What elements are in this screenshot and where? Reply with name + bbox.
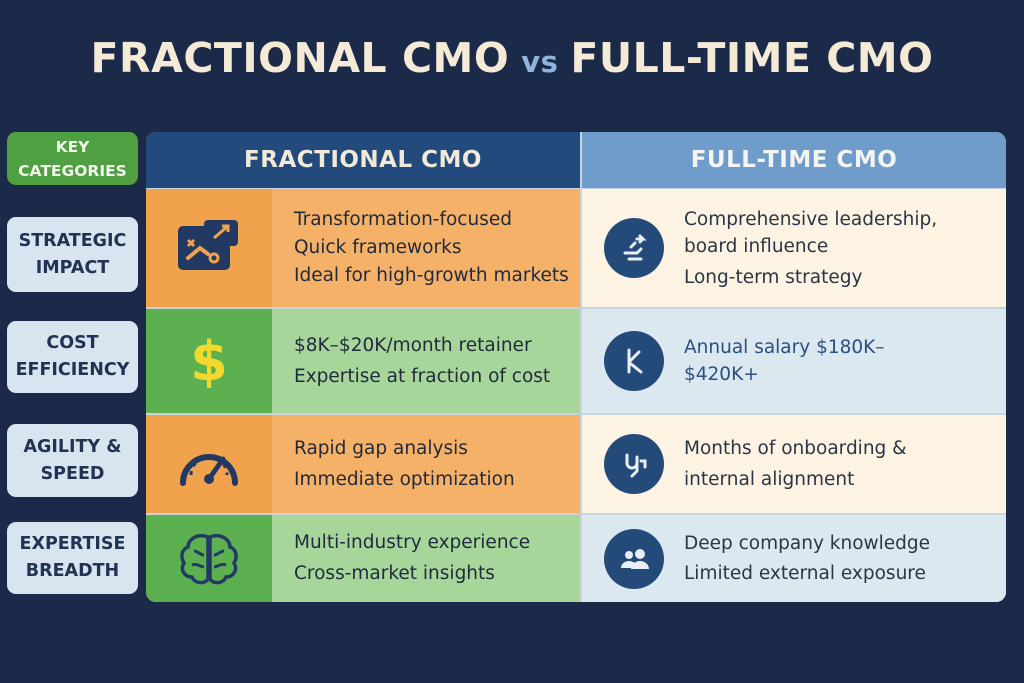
fractional-line: $8K–$20K/month retainer (294, 334, 532, 356)
category-cost-efficiency: COST EFFICIENCY (7, 321, 138, 393)
people-icon (604, 528, 664, 589)
title-vs: vs (521, 45, 559, 79)
category-label: EXPERTISE (19, 534, 126, 554)
full-time-line: $420K+ (684, 364, 759, 385)
column-header-fractional: FRACTIONAL CMO (146, 132, 580, 188)
full-time-cost-text: Annual salary $180K– $420K+ (684, 334, 885, 388)
key-categories-line1: KEY (55, 137, 90, 156)
fractional-line: Rapid gap analysis (294, 437, 468, 459)
full-time-line: Limited external exposure (684, 563, 926, 584)
full-time-cost-cell: Annual salary $180K– $420K+ (582, 309, 1006, 413)
category-agility-speed: AGILITY & SPEED (7, 424, 138, 497)
full-time-line: Comprehensive leadership, (684, 208, 938, 230)
speedometer-icon (180, 454, 238, 486)
full-time-strategic-cell: Comprehensive leadership, board influenc… (582, 189, 1006, 307)
dollar-icon: $ (190, 329, 228, 393)
fractional-cost-text: $8K–$20K/month retainer Expertise at fra… (272, 309, 580, 413)
category-label: STRATEGIC (18, 230, 127, 251)
brain-icon (180, 533, 238, 584)
category-label: SPEED (40, 463, 105, 484)
full-time-agility-text: Months of onboarding & internal alignmen… (684, 435, 907, 493)
category-strategic-impact: STRATEGIC IMPACT (7, 217, 138, 292)
fractional-icon-cell (146, 515, 272, 602)
fractional-line: Expertise at fraction of cost (294, 365, 551, 387)
category-label: BREADTH (25, 561, 120, 581)
comparison-table: FRACTIONAL CMO FULL-TIME CMO Transformat… (146, 132, 1006, 602)
full-time-line: Deep company knowledge (684, 533, 931, 554)
category-label: EFFICIENCY (15, 360, 130, 380)
column-header-full-time: FULL-TIME CMO (582, 132, 1006, 188)
fractional-line: Ideal for high-growth markets (294, 265, 569, 286)
fractional-line: Quick frameworks (294, 237, 462, 258)
fractional-agility-text: Rapid gap analysis Immediate optimizatio… (272, 415, 580, 513)
fractional-icon-cell: $ (146, 309, 272, 413)
salary-icon (604, 331, 664, 391)
category-label: AGILITY & (23, 436, 122, 457)
fractional-line: Cross-market insights (294, 563, 495, 584)
full-time-line: board influence (684, 235, 829, 257)
full-time-line: Annual salary $180K– (684, 337, 885, 358)
full-time-strategic-text: Comprehensive leadership, board influenc… (684, 206, 937, 291)
full-time-line: Months of onboarding & (684, 438, 907, 459)
fractional-strategic-text: Transformation-focused Quick frameworks … (272, 189, 580, 307)
title-fractional: FRACTIONAL CMO (90, 34, 510, 82)
fractional-line: Transformation-focused (294, 209, 512, 230)
fractional-icon-cell (146, 415, 272, 513)
page-title: FRACTIONAL CMO vs FULL-TIME CMO (0, 34, 1024, 82)
fractional-expertise-text: Multi-industry experience Cross-market i… (272, 515, 580, 602)
fractional-line: Multi-industry experience (294, 532, 531, 553)
full-time-expertise-text: Deep company knowledge Limited external … (684, 530, 930, 587)
full-time-line: Long-term strategy (684, 266, 863, 288)
category-label: COST (46, 333, 99, 353)
leadership-icon (604, 218, 664, 278)
fractional-line: Immediate optimization (294, 468, 515, 490)
key-categories-line2: CATEGORIES (18, 161, 127, 180)
title-full-time: FULL-TIME CMO (570, 34, 934, 82)
full-time-agility-cell: Months of onboarding & internal alignmen… (582, 415, 1006, 513)
onboarding-icon (604, 434, 664, 494)
full-time-line: internal alignment (684, 469, 855, 490)
key-categories-badge: KEY CATEGORIES (7, 132, 138, 185)
strategy-board-icon (178, 220, 238, 270)
full-time-expertise-cell: Deep company knowledge Limited external … (582, 515, 1006, 602)
category-expertise-breadth: EXPERTISE BREADTH (7, 522, 138, 594)
category-label: IMPACT (35, 257, 110, 278)
fractional-icon-cell (146, 189, 272, 307)
